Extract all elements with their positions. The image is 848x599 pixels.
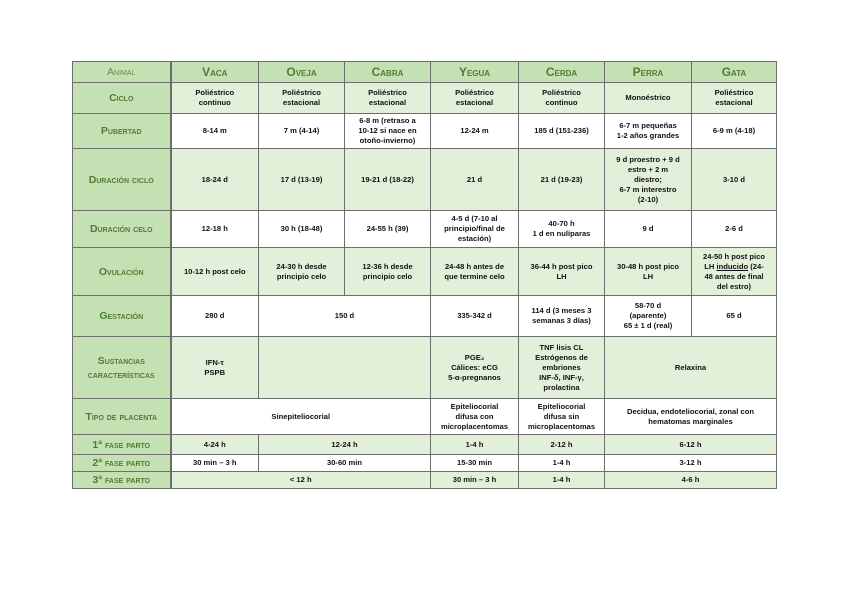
table-cell: Sinepiteliocorial <box>170 398 431 435</box>
table-cell: 21 d <box>430 148 519 211</box>
table-row: Ciclo Poliéstrico continuo Poliéstrico est… <box>72 82 777 114</box>
table-cell: 185 d (151-236) <box>518 113 605 149</box>
header-perra: Perra <box>604 61 692 83</box>
table-cell: 36-44 h post pico LH <box>518 247 605 296</box>
row-label: 2ª fase parto <box>72 454 172 472</box>
table-cell: 24-48 h antes de que termine celo <box>430 247 519 296</box>
table-cell: 24-30 h desde principio celo <box>258 247 345 296</box>
table-cell: Poliéstrico estacional <box>258 82 345 114</box>
table-cell: 1-4 h <box>518 454 605 472</box>
row-label: Sustancias características <box>72 336 172 399</box>
table-cell: 335-342 d <box>430 295 519 337</box>
underlined-word: inducido <box>716 261 749 271</box>
table-cell: 30 min – 3 h <box>170 454 259 472</box>
table-cell: 1-4 h <box>430 434 519 455</box>
row-label: Tipo de placenta <box>72 398 172 435</box>
table-cell: 58-70 d (aparente) 65 ± 1 d (real) <box>604 295 692 337</box>
table-cell: 24-55 h (39) <box>344 210 431 248</box>
table-cell: 114 d (3 meses 3 semanas 3 días) <box>518 295 605 337</box>
table-cell: 15-30 min <box>430 454 519 472</box>
table-cell: 30-48 h post pico LH <box>604 247 692 296</box>
reproduction-comparison-table: Animal Vaca Oveja Cabra Yegua Cerda Perr… <box>72 61 777 489</box>
row-label: Duración celo <box>72 210 172 248</box>
table-cell: Epiteliocorial difusa con microplacentom… <box>430 398 519 435</box>
row-label: Duración ciclo <box>72 148 172 211</box>
table-cell: 21 d (19-23) <box>518 148 605 211</box>
table-cell: Poliéstrico continuo <box>170 82 259 114</box>
table-cell: Decidua, endoteliocorial, zonal con hema… <box>604 398 777 435</box>
table-cell: 24-50 h post pico LH inducido (24- 48 an… <box>691 247 777 296</box>
table-cell: 12-36 h desde principio celo <box>344 247 431 296</box>
table-cell: 17 d (13-19) <box>258 148 345 211</box>
table-row: 2ª fase parto 30 min – 3 h 30-60 min 15-30 … <box>72 454 777 472</box>
table-cell: Poliéstrico estacional <box>344 82 431 114</box>
table-cell: 4-24 h <box>170 434 259 455</box>
header-row: Animal Vaca Oveja Cabra Yegua Cerda Perr… <box>72 61 777 83</box>
header-cabra: Cabra <box>344 61 431 83</box>
header-oveja: Oveja <box>258 61 345 83</box>
table-cell <box>258 336 431 399</box>
header-animal-label: Animal <box>72 61 172 83</box>
table-cell: 65 d <box>691 295 777 337</box>
table-cell: 2-12 h <box>518 434 605 455</box>
table-row: Gestación 280 d 150 d 335-342 d 114 d (3 mes… <box>72 295 777 337</box>
header-cerda: Cerda <box>518 61 605 83</box>
header-vaca: Vaca <box>170 61 259 83</box>
header-gata: Gata <box>691 61 777 83</box>
row-label: Pubertad <box>72 113 172 149</box>
table-cell: Relaxina <box>604 336 777 399</box>
table-cell: 6-9 m (4-18) <box>691 113 777 149</box>
table-row: Ovulación 10-12 h post celo 24-30 h desde … <box>72 247 777 296</box>
table-row: Duración celo 12-18 h 30 h (18-48) 24-55 h … <box>72 210 777 248</box>
table-cell: 18-24 d <box>170 148 259 211</box>
table-cell: 8-14 m <box>170 113 259 149</box>
row-label: Ovulación <box>72 247 172 296</box>
table-cell: 6-8 m (retraso a 10-12 si nace en otoño-… <box>344 113 431 149</box>
header-yegua: Yegua <box>430 61 519 83</box>
table-cell: 7 m (4-14) <box>258 113 345 149</box>
table-cell: Poliéstrico estacional <box>691 82 777 114</box>
table-cell: 12-18 h <box>170 210 259 248</box>
table-cell: 12-24 h <box>258 434 431 455</box>
table-cell: PGE₂ Cálices: eCG 5-α-pregnanos <box>430 336 519 399</box>
row-label: Ciclo <box>72 82 172 114</box>
table-cell: IFN-τ PSPB <box>170 336 259 399</box>
table-cell: 6-7 m pequeñas 1-2 años grandes <box>604 113 692 149</box>
table-row: Sustancias características IFN-τ PSPB PGE₂… <box>72 336 777 399</box>
table-cell: 12-24 m <box>430 113 519 149</box>
table-row: 3ª fase parto < 12 h 30 min – 3 h 1-4 h 4-6 … <box>72 471 777 489</box>
table-cell: 4-5 d (7-10 al principio/final de estaci… <box>430 210 519 248</box>
row-label: 1ª fase parto <box>72 434 172 455</box>
table-cell: < 12 h <box>170 471 431 489</box>
table-cell: 19-21 d (18-22) <box>344 148 431 211</box>
table-cell: 10-12 h post celo <box>170 247 259 296</box>
table-cell: 280 d <box>170 295 259 337</box>
table-cell: 30-60 min <box>258 454 431 472</box>
table-cell: 3-10 d <box>691 148 777 211</box>
table-cell: 9 d proestro + 9 d estro + 2 m diestro; … <box>604 148 692 211</box>
table-cell: 1-4 h <box>518 471 605 489</box>
table-cell: 30 h (18-48) <box>258 210 345 248</box>
row-label: 3ª fase parto <box>72 471 172 489</box>
table-cell: Poliéstrico continuo <box>518 82 605 114</box>
table-cell: 3-12 h <box>604 454 777 472</box>
table-cell: 2-6 d <box>691 210 777 248</box>
table-cell: Monoéstrico <box>604 82 692 114</box>
table-cell: 150 d <box>258 295 431 337</box>
table-cell: TNF lisis CL Estrógenos de embriones INF… <box>518 336 605 399</box>
table-row: Duración ciclo 18-24 d 17 d (13-19) 19-21 d… <box>72 148 777 211</box>
table-cell: 6-12 h <box>604 434 777 455</box>
row-label: Gestación <box>72 295 172 337</box>
table-cell: 9 d <box>604 210 692 248</box>
table-row: Tipo de placenta Sinepiteliocorial Epiteli… <box>72 398 777 435</box>
table-cell: Epiteliocorial difusa sin microplacentom… <box>518 398 605 435</box>
table-cell: 30 min – 3 h <box>430 471 519 489</box>
table-cell: Poliéstrico estacional <box>430 82 519 114</box>
table-row: 1ª fase parto 4-24 h 12-24 h 1-4 h 2-12 h 6-1… <box>72 434 777 455</box>
table-cell: 40-70 h 1 d en nulíparas <box>518 210 605 248</box>
table-cell: 4-6 h <box>604 471 777 489</box>
